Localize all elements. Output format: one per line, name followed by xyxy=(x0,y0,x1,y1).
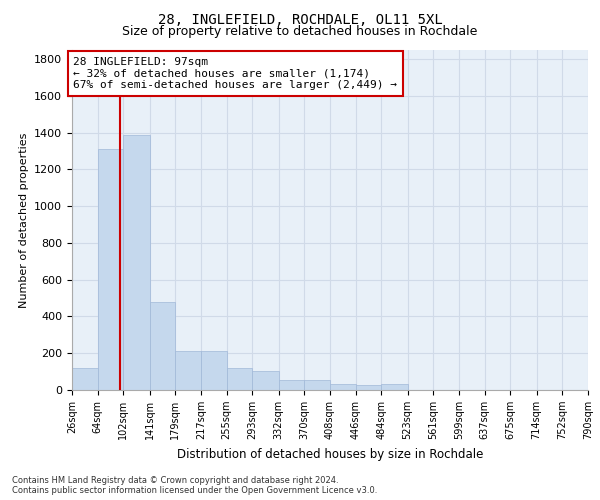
Bar xyxy=(149,302,175,390)
X-axis label: Distribution of detached houses by size in Rochdale: Distribution of detached houses by size … xyxy=(177,448,483,460)
Bar xyxy=(227,368,253,390)
Bar xyxy=(253,370,278,390)
Bar xyxy=(98,149,124,390)
Bar xyxy=(278,380,304,390)
Text: 28, INGLEFIELD, ROCHDALE, OL11 5XL: 28, INGLEFIELD, ROCHDALE, OL11 5XL xyxy=(158,12,442,26)
Bar xyxy=(124,134,149,390)
Bar xyxy=(356,386,382,390)
Bar xyxy=(304,380,330,390)
Text: 28 INGLEFIELD: 97sqm
← 32% of detached houses are smaller (1,174)
67% of semi-de: 28 INGLEFIELD: 97sqm ← 32% of detached h… xyxy=(73,57,397,90)
Text: Contains HM Land Registry data © Crown copyright and database right 2024.
Contai: Contains HM Land Registry data © Crown c… xyxy=(12,476,377,495)
Text: Size of property relative to detached houses in Rochdale: Size of property relative to detached ho… xyxy=(122,25,478,38)
Y-axis label: Number of detached properties: Number of detached properties xyxy=(19,132,29,308)
Bar xyxy=(175,352,201,390)
Bar xyxy=(330,384,356,390)
Bar xyxy=(72,368,98,390)
Bar xyxy=(201,352,227,390)
Bar xyxy=(382,384,407,390)
